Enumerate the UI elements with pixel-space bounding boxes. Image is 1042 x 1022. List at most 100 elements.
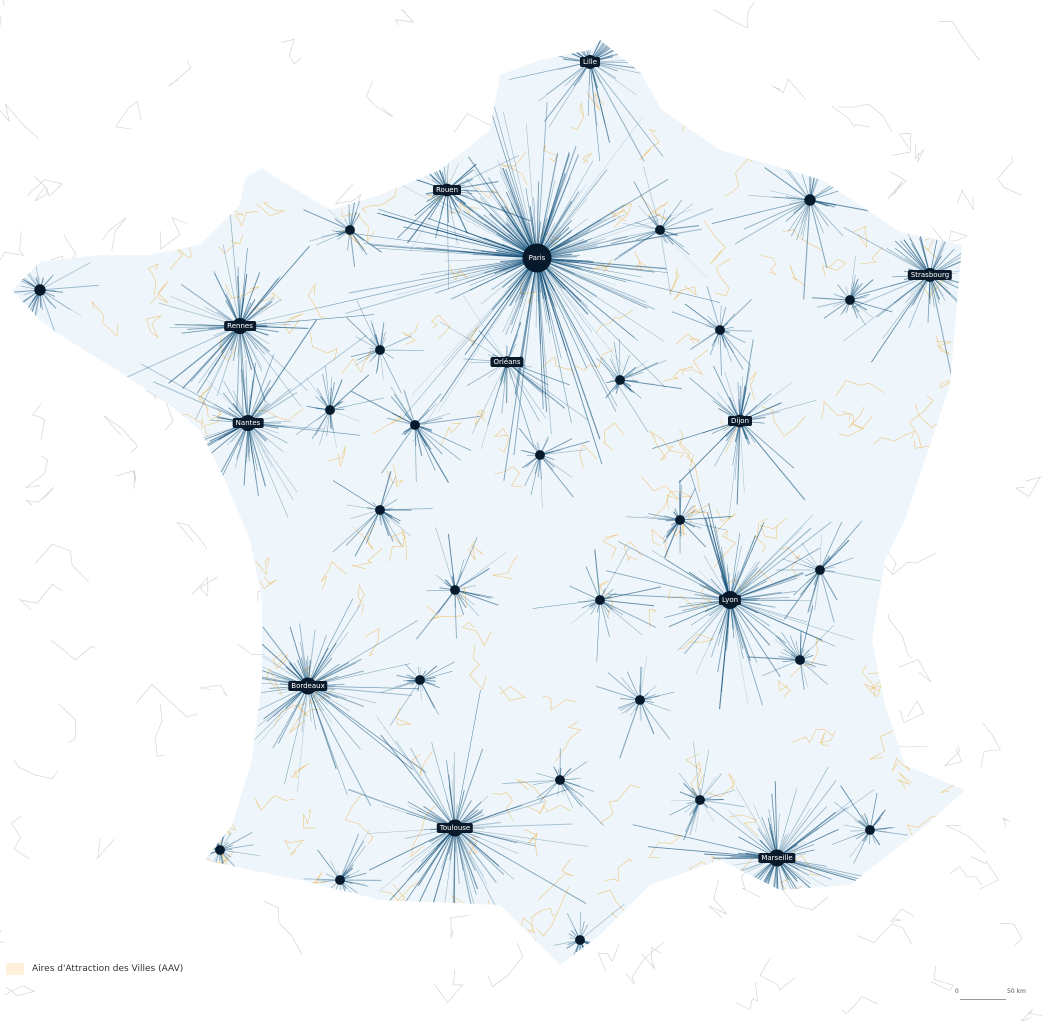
city-flow	[258, 685, 309, 745]
minor-hub-flow	[354, 509, 381, 557]
city-flow	[536, 214, 661, 259]
minor-hub-flow	[679, 484, 682, 521]
aav-outline	[389, 529, 406, 562]
minor-hub-flow	[403, 390, 416, 426]
border-line	[0, 0, 5, 27]
aav-outline	[653, 433, 674, 461]
border-line	[938, 21, 980, 61]
city-flow	[729, 573, 805, 601]
city-flow	[168, 325, 241, 384]
aav-outline	[601, 534, 619, 559]
city-flow	[734, 420, 741, 480]
city-flow	[182, 325, 241, 389]
city-flow	[739, 367, 751, 422]
city-flow	[247, 379, 271, 424]
aav-outline	[761, 907, 795, 933]
minor-hub-flow	[303, 878, 341, 881]
aav-outline	[364, 628, 380, 657]
minor-hub-flow	[322, 373, 331, 411]
minor-hub-flow-core	[865, 825, 875, 835]
aav-outline	[849, 56, 875, 91]
minor-hub-flow	[379, 349, 402, 394]
city-flow	[589, 61, 664, 157]
border-line	[1014, 476, 1042, 497]
border-line	[116, 469, 137, 490]
minor-hub-flow	[853, 829, 871, 864]
city-flow	[436, 189, 448, 233]
aav-outline	[492, 556, 518, 580]
city-flow	[729, 599, 758, 663]
aav-outline	[792, 729, 833, 744]
city-flow	[378, 208, 538, 259]
aav-outline	[392, 879, 423, 906]
border-line	[996, 156, 1022, 196]
minor-hub-flow-core	[795, 655, 805, 665]
city-flow	[536, 257, 547, 413]
city-flow	[247, 392, 298, 424]
city-flow	[929, 274, 965, 317]
city-flow	[536, 173, 566, 259]
aav-outline	[748, 371, 757, 400]
city-flow	[243, 422, 249, 486]
minor-hub-flow	[679, 519, 707, 548]
city-flow	[729, 547, 820, 601]
aav-outline	[687, 504, 697, 523]
city-flow	[729, 590, 797, 601]
minor-hub-flow	[659, 225, 699, 231]
minor-hub-flow	[610, 229, 661, 245]
city-flow	[536, 257, 552, 435]
city-flow	[239, 325, 308, 392]
minor-hub-flow	[719, 329, 752, 367]
aav-outline	[198, 385, 212, 418]
border-line	[136, 684, 198, 718]
border-line	[26, 179, 64, 197]
city-flow	[708, 502, 731, 601]
aav-outline	[123, 167, 166, 195]
minor-hub-flow	[559, 779, 585, 798]
city-flow	[739, 420, 806, 501]
aav-outline	[256, 202, 285, 217]
city-flow	[506, 322, 522, 363]
city-flow	[247, 354, 275, 424]
minor-hub-flow	[596, 685, 641, 701]
minor-hub-flow	[619, 379, 657, 385]
minor-hub-flow	[419, 670, 453, 681]
city-flow	[409, 189, 448, 251]
aav-outline	[848, 406, 873, 430]
aav-outline	[714, 258, 732, 297]
minor-hub-flow	[679, 519, 727, 531]
city-flow	[536, 257, 647, 303]
minor-hub-flow	[819, 520, 863, 571]
minor-hub-flow	[370, 319, 381, 351]
city-flow	[140, 363, 249, 424]
city-flow	[289, 626, 309, 687]
city-flow	[465, 189, 538, 259]
aav-outline	[871, 876, 891, 898]
city-flow	[487, 361, 508, 426]
aav-outline	[675, 333, 700, 345]
minor-hub-flow	[690, 329, 721, 350]
city-flow	[736, 420, 741, 505]
minor-hub-flow	[618, 229, 661, 257]
aav-outline	[361, 181, 398, 214]
border-line	[735, 982, 758, 1011]
minor-hub-flow	[786, 167, 811, 201]
minor-hub-flow	[699, 749, 710, 801]
city-flow	[458, 207, 538, 259]
minor-hub-flow	[607, 671, 641, 701]
aav-outline	[715, 509, 737, 532]
city-flow	[196, 325, 241, 394]
city-flow	[406, 189, 448, 244]
city-flow	[152, 381, 249, 424]
city-flow	[729, 526, 804, 601]
minor-hub-flow	[809, 199, 828, 268]
aav-outline	[672, 521, 687, 538]
aav-outline	[838, 411, 865, 437]
scale-end: 50 km	[1007, 988, 1026, 995]
city-flow	[247, 422, 259, 497]
aav-outline	[761, 406, 806, 437]
aav-outline	[172, 644, 210, 674]
aav-outline	[678, 429, 695, 468]
city-flow	[213, 270, 241, 327]
city-flow	[589, 61, 606, 124]
